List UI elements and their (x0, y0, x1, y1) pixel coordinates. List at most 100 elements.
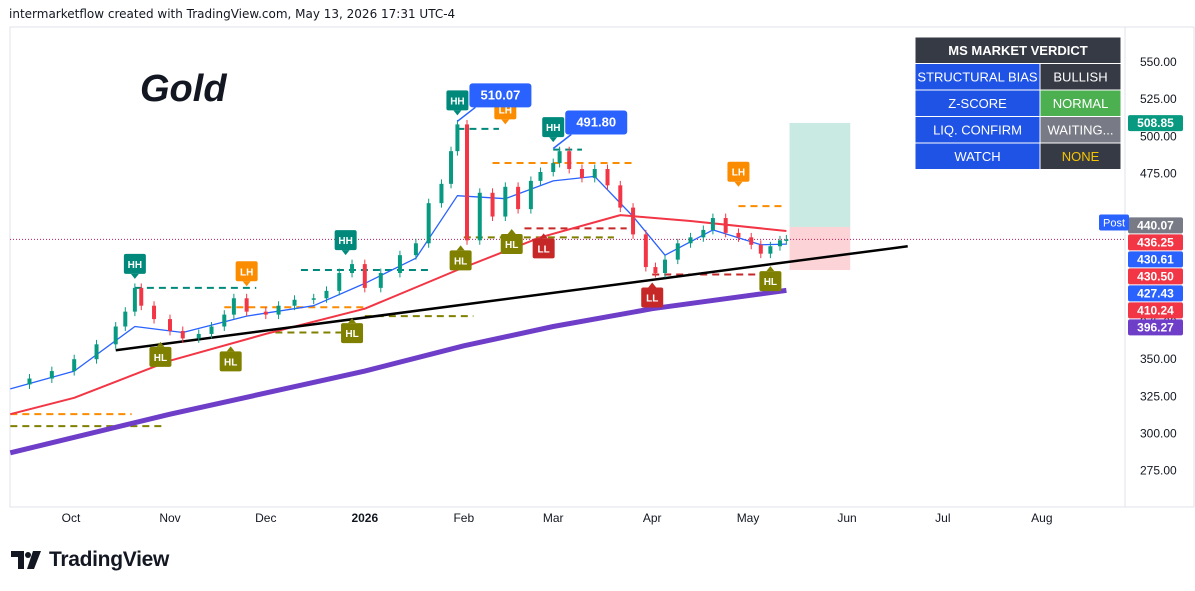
label-pointer (507, 228, 516, 234)
candle (209, 326, 214, 334)
callout-box (565, 110, 628, 135)
callout-box (469, 83, 532, 108)
x-tick-label: Apr (643, 511, 662, 525)
label-box (500, 233, 523, 254)
price-tag-box (1128, 302, 1183, 319)
candle (397, 255, 402, 274)
price-tag-box (1128, 217, 1183, 234)
price-tag-text: 427.43 (1137, 286, 1174, 300)
label-box (334, 230, 357, 251)
label-pointer (130, 273, 139, 279)
structure-label-hl: HL (219, 346, 242, 372)
price-tag-box (1128, 285, 1183, 302)
structure-label-ll: LL (532, 233, 555, 259)
y-tick-label: 275.00 (1140, 464, 1177, 478)
table-header (914, 36, 1122, 64)
candle (263, 311, 268, 315)
tradingview-brand[interactable]: TradingView (11, 548, 169, 572)
callout-leader (456, 106, 476, 122)
table-value-cell (1039, 89, 1122, 117)
structure-label-hh: HH (446, 90, 469, 116)
label-pointer (348, 318, 357, 324)
label-text: LH (732, 168, 745, 179)
candle (27, 378, 32, 385)
label-box (641, 287, 664, 308)
candle (337, 273, 342, 291)
candle (378, 273, 383, 288)
candle (551, 163, 556, 172)
table-label: Z-SCORE (948, 96, 1007, 111)
x-tick-label: Dec (255, 511, 276, 525)
candle (276, 305, 281, 315)
chart-title: Gold (140, 68, 227, 110)
price-tag-box (1128, 234, 1183, 251)
candle (688, 237, 693, 244)
y-tick-label: 550.00 (1140, 55, 1177, 69)
candle (139, 287, 144, 306)
candle (113, 326, 118, 345)
label-box (341, 323, 364, 344)
price-tag-box (1128, 268, 1183, 285)
label-pointer (501, 119, 510, 125)
candle (180, 330, 185, 339)
label-text: HL (154, 353, 167, 364)
x-tick-label: May (737, 511, 760, 525)
y-tick-label: 350.00 (1140, 352, 1177, 366)
candle (592, 168, 597, 178)
structure-label-hh: HH (542, 117, 565, 143)
candle (132, 287, 137, 312)
candle (768, 246, 773, 254)
table-value: WAITING... (1048, 123, 1114, 138)
candle (244, 298, 249, 312)
candle (784, 239, 789, 241)
moving-average-ema_slow (10, 214, 787, 416)
candle (777, 240, 782, 247)
structure-label-lh: LH (727, 161, 750, 187)
price-tag-box (1128, 115, 1183, 132)
table-label-cell (914, 116, 1041, 144)
label-pointer (539, 233, 548, 239)
label-text: HH (546, 123, 560, 134)
label-text: LL (538, 244, 550, 255)
candle (94, 344, 99, 360)
stop-zone (789, 226, 851, 271)
candle (168, 319, 172, 331)
candle (324, 290, 329, 299)
candle (72, 359, 77, 372)
label-text: LH (499, 105, 512, 116)
candle (455, 124, 460, 152)
structure-label-hl: HL (500, 228, 523, 254)
candle (465, 124, 469, 241)
price-tag-text: 430.50 (1137, 269, 1174, 283)
callout-text: 491.80 (576, 114, 616, 129)
table-label: LIQ. CONFIRM (933, 123, 1022, 138)
trendline (115, 245, 908, 352)
y-tick-label: 300.00 (1140, 427, 1177, 441)
label-box (149, 346, 172, 367)
moving-average-ema_fast (10, 175, 787, 390)
table-value: NORMAL (1053, 96, 1109, 111)
label-text: HH (128, 260, 142, 271)
label-pointer (766, 266, 775, 272)
price-tag: 396.27 (1128, 319, 1183, 336)
post-badge (1099, 214, 1129, 231)
price-tag-text: 430.61 (1137, 252, 1174, 266)
table-value: BULLISH (1053, 70, 1107, 85)
x-tick-label: Oct (62, 511, 81, 525)
table-value-cell (1039, 116, 1122, 144)
label-pointer (341, 250, 350, 256)
brand-name: TradingView (49, 548, 170, 571)
label-text: HL (764, 277, 777, 288)
price-chart[interactable]: 550.00525.00500.00475.00375.00350.00325.… (0, 0, 1195, 545)
callout-leader (552, 133, 572, 150)
label-box (727, 161, 750, 182)
label-pointer (549, 137, 558, 143)
label-box (759, 271, 782, 292)
candle (723, 218, 728, 233)
candle (503, 186, 508, 217)
post-badge-text: Post (1103, 217, 1125, 229)
candle (605, 168, 610, 186)
price-tag-text: 440.07 (1137, 218, 1174, 232)
table-label-cell (914, 89, 1041, 117)
candle (123, 311, 128, 327)
